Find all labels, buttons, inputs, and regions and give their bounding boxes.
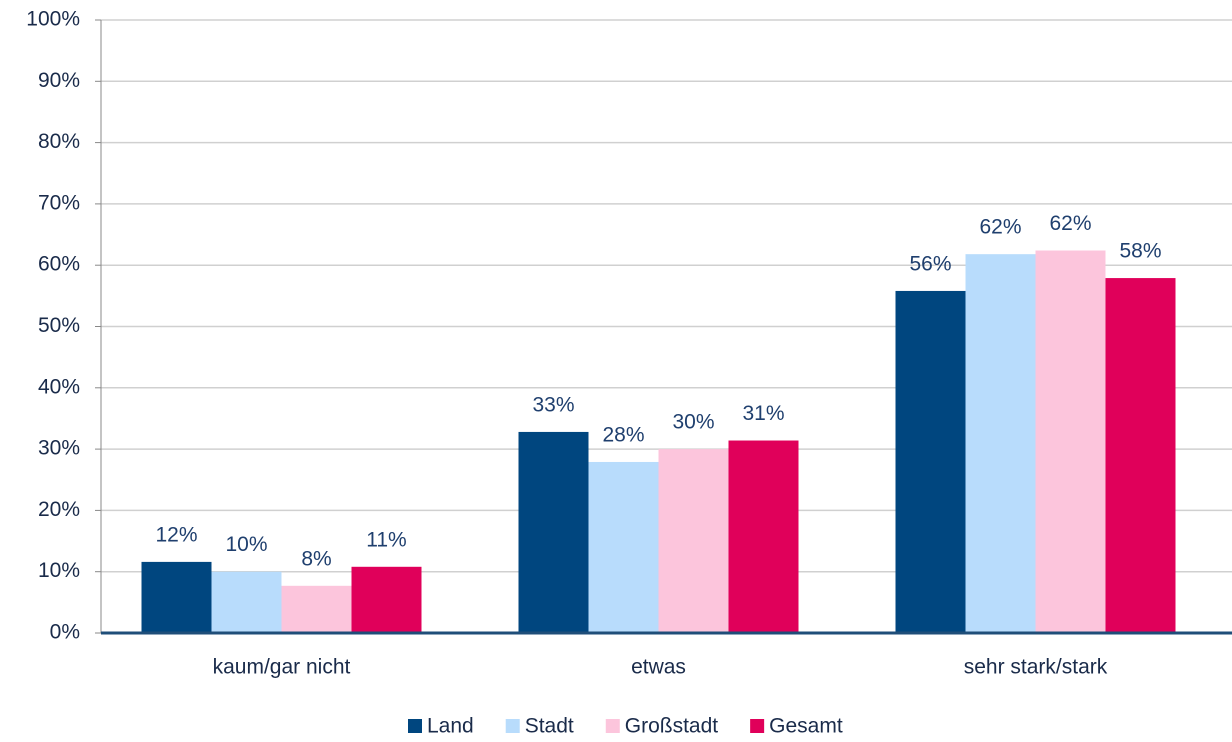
y-tick-label: 0%: [50, 621, 80, 644]
value-label: 30%: [672, 411, 714, 434]
bar: [141, 561, 212, 633]
x-tick-label: sehr stark/stark: [964, 656, 1108, 679]
bar: [1105, 278, 1176, 633]
value-label: 10%: [225, 533, 267, 556]
value-label: 8%: [301, 547, 331, 570]
y-tick-label: 40%: [38, 375, 80, 398]
legend-swatch: [605, 719, 620, 733]
bar: [351, 566, 422, 633]
value-label: 31%: [742, 402, 784, 425]
value-label: 62%: [979, 216, 1021, 239]
value-label: 58%: [1119, 240, 1161, 263]
legend-label: Stadt: [525, 715, 574, 738]
y-tick-label: 10%: [38, 559, 80, 582]
legend-swatch: [505, 719, 520, 733]
bar: [895, 290, 966, 633]
y-tick-label: 70%: [38, 191, 80, 214]
bar: [728, 440, 799, 633]
y-tick-label: 90%: [38, 69, 80, 92]
bar: [518, 431, 589, 633]
legend-swatch: [408, 719, 422, 733]
bar: [211, 571, 282, 633]
legend-label: Gesamt: [769, 715, 843, 738]
y-tick-label: 80%: [38, 130, 80, 153]
y-tick-label: 50%: [38, 314, 80, 337]
legend-label: Land: [427, 715, 474, 738]
value-label: 56%: [909, 252, 951, 275]
x-tick-label: etwas: [631, 656, 686, 679]
value-label: 12%: [155, 523, 197, 546]
y-tick-label: 20%: [38, 498, 80, 521]
bar: [658, 449, 729, 633]
legend-label: Großstadt: [625, 715, 719, 738]
value-label: 62%: [1049, 212, 1091, 235]
value-label: 33%: [532, 393, 574, 416]
y-tick-label: 100%: [26, 8, 80, 31]
legend-swatch: [750, 719, 765, 733]
y-tick-label: 30%: [38, 437, 80, 460]
bar: [1035, 250, 1106, 633]
bar: [281, 585, 352, 633]
bar: [965, 254, 1036, 633]
y-tick-label: 60%: [38, 253, 80, 276]
bar: [588, 461, 659, 633]
x-tick-label: kaum/gar nicht: [213, 656, 351, 679]
value-label: 11%: [366, 528, 406, 551]
value-label: 28%: [602, 424, 644, 447]
